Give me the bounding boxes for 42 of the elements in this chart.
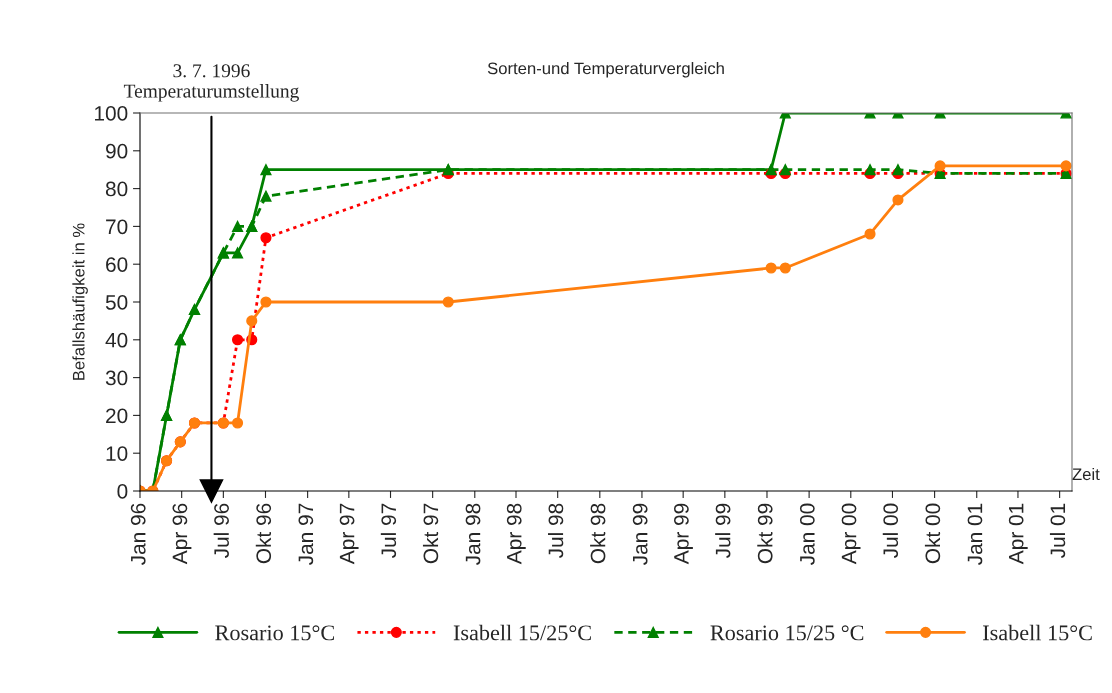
x-tick-label: Jul 99 [715, 503, 731, 559]
y-tick-label: 10 [106, 446, 128, 461]
x-tick-label: Apr 01 [1008, 503, 1028, 565]
x-tick-label: Okt 99 [757, 503, 773, 564]
x-tick-label: Jan 99 [632, 503, 648, 566]
x-tick-label: Jul 96 [213, 503, 229, 559]
y-tick-label: 40 [105, 332, 128, 348]
x-tick-label: Jul 97 [380, 503, 397, 559]
x-tick-label: Jul 98 [547, 503, 564, 559]
legend-label: Isabell 15°C [983, 624, 1092, 641]
x-tick-label: Jan 01 [967, 503, 983, 566]
y-tick-label: 60 [106, 257, 128, 272]
x-tick-label: Jan 98 [465, 503, 481, 566]
legend-label: Rosario 15°C [215, 625, 334, 641]
legend-label: Isabell 15/25°C [453, 624, 591, 641]
x-tick-label: Apr 97 [339, 503, 359, 565]
x-tick-label: Okt 97 [422, 503, 439, 564]
x-tick-label: Apr 00 [841, 503, 861, 565]
x-tick-label: Jan 00 [799, 503, 815, 566]
x-tick-label: Jul 00 [882, 503, 899, 559]
y-tick-label: 70 [106, 219, 128, 235]
x-tick-label: Okt 98 [590, 503, 606, 564]
x-axis-title: Zeit [1072, 467, 1100, 481]
x-tick-label: Apr 98 [506, 503, 526, 565]
ref-line-label: 3. 7. 1996 Temperaturumstellung [123, 64, 299, 102]
x-tick-label: Okt 96 [255, 503, 272, 564]
y-tick-label: 50 [105, 295, 128, 310]
x-tick-label: Apr 96 [172, 503, 192, 565]
y-axis-title: Befallshäufigkeit in % [72, 223, 88, 380]
y-tick-label: 30 [105, 370, 128, 386]
x-tick-label: Apr 99 [674, 503, 693, 565]
x-tick-label: Jan 96 [130, 503, 146, 566]
legend-label: Rosario 15/25 °C [710, 625, 864, 641]
y-tick-label: 80 [105, 181, 128, 197]
x-tick-label: Okt 00 [924, 503, 941, 564]
y-tick-label: 0 [117, 484, 128, 499]
y-tick-label: 20 [106, 408, 128, 424]
y-tick-label: 100 [95, 106, 128, 121]
x-tick-label: Jul 01 [1049, 503, 1066, 559]
y-tick-label: 90 [106, 143, 128, 159]
chart-title: Sorten-und Temperaturvergleich [487, 62, 724, 78]
x-tick-label: Jan 97 [298, 503, 314, 566]
